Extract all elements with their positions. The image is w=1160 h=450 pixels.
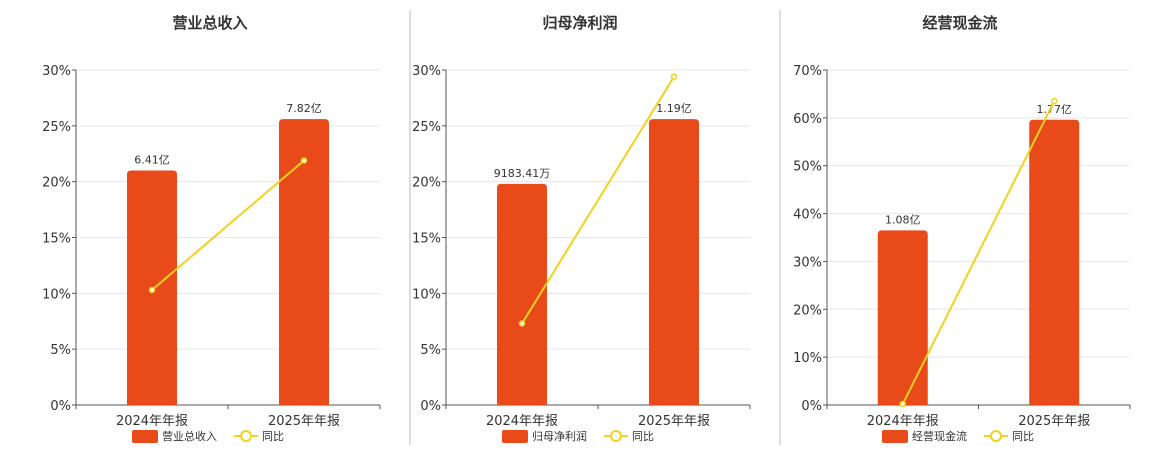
y-tick-label: 10% bbox=[412, 287, 441, 302]
chart-title: 营业总收入 bbox=[172, 14, 247, 32]
legend-line-marker bbox=[610, 430, 622, 442]
bar bbox=[279, 119, 329, 405]
bar-data-label: 1.77亿 bbox=[1037, 103, 1073, 116]
bar bbox=[877, 230, 928, 405]
y-tick-label: 25% bbox=[412, 120, 441, 135]
yoy-point bbox=[670, 73, 678, 80]
yoy-point bbox=[899, 400, 906, 408]
y-tick-label: 0% bbox=[801, 399, 822, 414]
bar bbox=[649, 119, 699, 405]
y-tick-label: 60% bbox=[793, 112, 822, 127]
yoy-line bbox=[901, 100, 1056, 405]
yoy-point bbox=[148, 286, 156, 294]
chart-panel-2: 归母净利润 0% 5% 10% 15% 20% 25% 30% 9183.41万 1.19亿 202… bbox=[412, 14, 751, 443]
y-tick-label: 20% bbox=[793, 303, 822, 318]
bar-data-label: 1.19亿 bbox=[656, 102, 692, 115]
bar-data-label: 9183.41万 bbox=[494, 167, 551, 180]
y-tick-label: 0% bbox=[50, 399, 71, 414]
x-tick-label: 2024年年报 bbox=[486, 414, 558, 429]
y-tick-label: 5% bbox=[420, 343, 441, 358]
chart-title: 归母净利润 bbox=[542, 14, 617, 32]
legend-label: 同比 bbox=[1012, 430, 1034, 443]
y-tick-label: 30% bbox=[42, 64, 71, 79]
y-tick-label: 5% bbox=[50, 343, 71, 358]
legend-bar-swatch bbox=[882, 430, 908, 443]
bar bbox=[497, 183, 547, 405]
x-tick-label: 2024年年报 bbox=[867, 414, 939, 429]
bar bbox=[1029, 119, 1080, 406]
legend-line-marker bbox=[990, 430, 1002, 442]
legend-label: 归母净利润 bbox=[532, 429, 587, 443]
x-tick-label: 2024年年报 bbox=[116, 414, 188, 429]
bar-data-label: 1.08亿 bbox=[885, 213, 921, 226]
legend-bar-swatch bbox=[502, 430, 528, 443]
legend-label: 同比 bbox=[632, 430, 654, 443]
legend-label: 经营现金流 bbox=[912, 429, 967, 443]
chart-panel-3: 经营现金流 0% 10% 20% 30% 40% 50% 60% 70% 1.08亿 1.77亿 20… bbox=[793, 14, 1131, 443]
bar-data-label: 6.41亿 bbox=[134, 154, 170, 167]
x-tick-label: 2025年年报 bbox=[268, 414, 340, 429]
chart-panel-1: 营业总收入 0% 5% 10% 15% 20% 25% 30% 6.41亿 7.82亿 2024年年… bbox=[42, 14, 381, 443]
y-tick-label: 50% bbox=[793, 160, 822, 175]
legend-line-marker bbox=[240, 430, 252, 442]
legend-label: 同比 bbox=[262, 430, 284, 443]
yoy-point bbox=[1051, 97, 1058, 105]
chart-title: 经营现金流 bbox=[922, 14, 997, 32]
y-tick-label: 20% bbox=[412, 176, 441, 191]
yoy-point bbox=[518, 320, 526, 327]
y-tick-label: 15% bbox=[412, 232, 441, 247]
y-tick-label: 20% bbox=[42, 176, 71, 191]
legend-label: 营业总收入 bbox=[162, 429, 217, 443]
bar-data-label: 7.82亿 bbox=[286, 102, 322, 115]
y-tick-label: 0% bbox=[420, 399, 441, 414]
y-tick-label: 70% bbox=[793, 64, 822, 79]
x-tick-label: 2025年年报 bbox=[1018, 414, 1090, 429]
yoy-point bbox=[300, 157, 308, 164]
y-tick-label: 40% bbox=[793, 208, 822, 223]
y-tick-label: 25% bbox=[42, 120, 71, 135]
y-tick-label: 10% bbox=[793, 351, 822, 366]
yoy-line bbox=[521, 76, 675, 325]
yoy-line bbox=[151, 159, 305, 291]
legend-bar-swatch bbox=[132, 430, 158, 443]
y-tick-label: 15% bbox=[42, 232, 71, 247]
y-tick-label: 30% bbox=[793, 255, 822, 270]
y-tick-label: 30% bbox=[412, 64, 441, 79]
y-tick-label: 10% bbox=[42, 287, 71, 302]
x-tick-label: 2025年年报 bbox=[638, 414, 710, 429]
